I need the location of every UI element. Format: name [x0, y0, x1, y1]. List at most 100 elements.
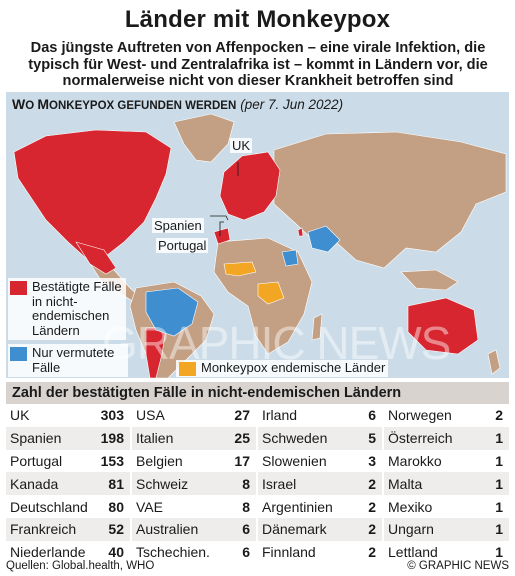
case-count: 1 [495, 521, 503, 538]
table-cell: Mexiko 1 [384, 495, 509, 518]
morocco-shape [213, 227, 231, 245]
table-cell: USA 27 [132, 404, 258, 427]
case-count: 153 [100, 452, 124, 469]
country-name: Mexiko [388, 498, 433, 515]
central-africa-shape [257, 281, 285, 305]
table-cell: Spanien 198 [6, 426, 132, 450]
country-name: Niederlande [10, 544, 86, 561]
country-name: Slowenien [262, 452, 327, 469]
table-cell: Israel 2 [258, 472, 384, 496]
case-count: 27 [234, 407, 250, 424]
table-row: Spanien 198 Italien 25 Schweden 5 Österreich 1 [6, 426, 509, 450]
table-cell: Finnland 2 [258, 540, 384, 564]
table-row: Portugal 153 Belgien 17 Slowenien 3 Marokko 1 [6, 449, 509, 473]
case-count: 2 [368, 475, 376, 492]
country-name: Kanada [10, 475, 59, 492]
case-count: 1 [495, 475, 503, 492]
country-name: Frankreich [10, 521, 77, 538]
table-cell: Frankreich 52 [6, 517, 132, 541]
table-cell: Schweden 5 [258, 426, 384, 450]
case-count: 303 [100, 407, 124, 424]
table-row: UK 303 USA 27 Irland 6 Norwegen 2 [6, 404, 509, 427]
case-count: 1 [495, 544, 503, 561]
table-row: Kanada 81 Schweiz 8 Israel 2 Malta 1 [6, 472, 509, 496]
credit-text: © GRAPHIC NEWS [407, 560, 509, 572]
country-name: UK [10, 407, 30, 424]
label-uk: UK [230, 138, 253, 153]
country-name: Norwegen [388, 407, 452, 424]
case-count: 25 [234, 430, 250, 447]
country-name: Schweiz [136, 475, 189, 492]
table-cell: Belgien 17 [132, 449, 258, 473]
table-row: Niederlande 40 Tschechien. 6 Finnland 2 Lettla… [6, 540, 509, 564]
australia-shape [407, 297, 479, 355]
table-cell: Marokko 1 [384, 450, 509, 473]
table-cell: Argentinien 2 [258, 495, 384, 518]
table-cell: Australien 6 [132, 517, 258, 541]
europe-shape [219, 151, 281, 221]
table-cell: Dänemark 2 [258, 517, 384, 541]
table-cell: Norwegen 2 [384, 404, 509, 427]
table-cell: Portugal 153 [6, 449, 132, 473]
country-name: Dänemark [262, 521, 327, 538]
country-name: Finnland [262, 544, 316, 561]
case-count: 8 [242, 475, 250, 492]
legend-suspected-swatch [10, 347, 27, 361]
page-subtitle: Das jüngste Auftreten von Affenpocken – … [28, 40, 488, 89]
table-cell: Tschechien. 6 [132, 540, 258, 564]
case-count: 2 [368, 521, 376, 538]
map-date: (per 7. Jun 2022) [240, 97, 344, 112]
spain-leader-line [210, 215, 229, 221]
page-title: Länder mit Monkeypox [124, 6, 391, 33]
case-count: 1 [495, 498, 503, 515]
country-name: Österreich [388, 430, 453, 447]
table-cell: Ungarn 1 [384, 518, 509, 541]
case-count: 80 [108, 498, 124, 515]
country-name: Irland [262, 407, 298, 424]
legend-confirmed-swatch [10, 281, 27, 295]
country-name: Portugal [10, 452, 63, 469]
se-asia-shape [400, 269, 459, 291]
country-name: Schweden [262, 430, 328, 447]
label-portugal: Portugal [156, 238, 209, 253]
portugal-leader-line [219, 221, 224, 236]
map-svg [13, 113, 507, 378]
table-cell: UK 303 [6, 404, 132, 427]
case-count: 40 [108, 544, 124, 561]
case-count: 2 [495, 407, 503, 424]
map-heading: WO MONKEYPOX GEFUNDEN WERDEN (per 7. Jun … [12, 96, 344, 112]
case-count: 2 [368, 544, 376, 561]
country-name: Tschechien. [136, 544, 210, 561]
table-row: Frankreich 52 Australien 6 Dänemark 2 Ungarn 1 [6, 517, 509, 541]
world-map: WO MONKEYPOX GEFUNDEN WERDEN (per 7. Jun … [6, 92, 509, 378]
table-cell: Schweiz 8 [132, 472, 258, 496]
source-text: Quellen: Global.health, WHO [6, 560, 155, 572]
greenland-shape [173, 113, 235, 163]
case-count: 17 [234, 452, 250, 469]
table-cell: Kanada 81 [6, 472, 132, 496]
case-count: 8 [242, 498, 250, 515]
legend-suspected: Nur vermutete Fälle [8, 344, 128, 377]
country-name: VAE [136, 498, 163, 515]
case-count: 6 [242, 544, 250, 561]
table-title: Zahl der bestätigten Fälle in nicht-ende… [6, 382, 509, 404]
middle-east-blue-shape [307, 225, 341, 253]
country-name: Spanien [10, 430, 62, 447]
table-row: Deutschland 80 VAE 8 Argentinien 2 Mexiko 1 [6, 495, 509, 518]
table-cell: Malta 1 [384, 472, 509, 495]
case-count: 81 [108, 475, 124, 492]
case-count: 1 [495, 452, 503, 469]
legend-confirmed: Bestätigte Fälle in nicht-endemischen Lä… [8, 278, 126, 340]
mexico-shape [75, 241, 117, 275]
table-cell: VAE 8 [132, 495, 258, 518]
madagascar-shape [311, 313, 323, 341]
table-cell: Niederlande 40 [6, 540, 132, 564]
brazil-shape [145, 287, 199, 337]
country-name: Ungarn [388, 521, 434, 538]
case-count: 5 [368, 430, 376, 447]
label-spain: Spanien [152, 218, 204, 233]
table-cell: Deutschland 80 [6, 495, 132, 518]
table-cell: Lettland 1 [384, 541, 509, 564]
country-name: Malta [388, 475, 423, 492]
west-africa-shape [223, 261, 257, 277]
